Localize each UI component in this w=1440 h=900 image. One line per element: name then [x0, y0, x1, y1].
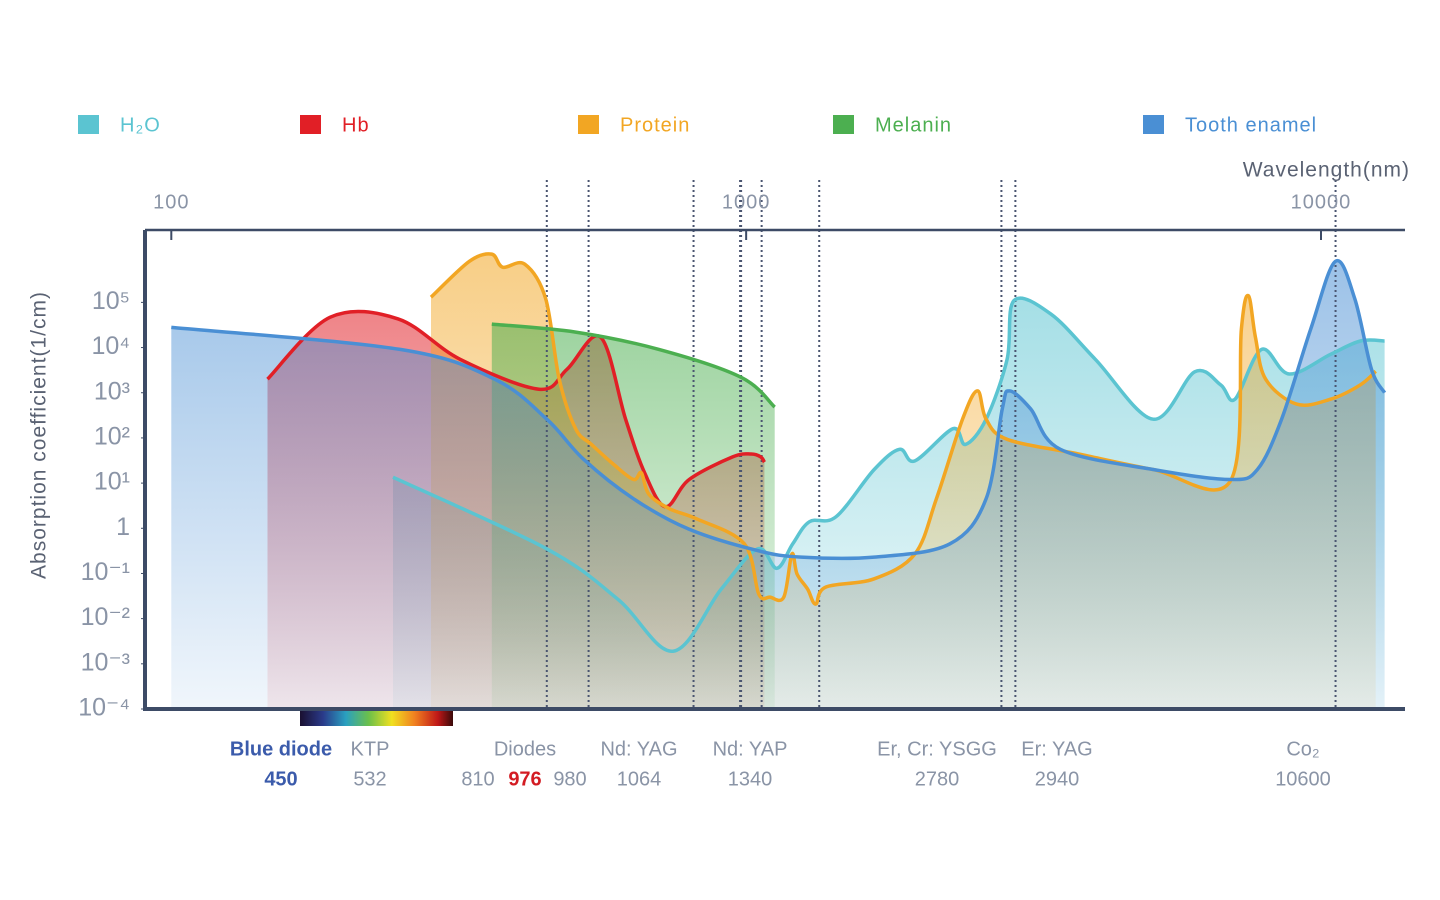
y-tick-label: 10⁴	[91, 332, 130, 360]
laser-name: Er, Cr: YSGG	[877, 738, 997, 760]
x-tick-label: 1000	[722, 191, 771, 213]
legend-swatch	[78, 115, 99, 134]
laser-name: KTP	[351, 738, 390, 760]
laser-wavelength: 980	[553, 768, 586, 790]
line	[491, 322, 776, 409]
laser-name: Nd: YAG	[600, 738, 677, 760]
y-tick-label: 10⁻³	[81, 648, 130, 676]
area	[171, 260, 1385, 709]
laser-name: Nd: YAP	[713, 738, 788, 760]
legend-label: Tooth enamel	[1185, 114, 1317, 136]
laser-name: Co₂	[1286, 738, 1319, 760]
laser-wavelength: 450	[264, 768, 297, 790]
legend-label: Protein	[620, 114, 690, 136]
areas	[171, 253, 1385, 709]
legend-label: Hb	[342, 114, 370, 136]
y-tick-label: 10⁵	[92, 287, 130, 315]
laser-name: Diodes	[494, 738, 556, 760]
labels: 100 1000 10000 10⁻⁴ 10⁻³ 10⁻² 10⁻¹ 1 10¹ 10² 10³ 10…	[78, 114, 1352, 790]
laser-wavelength: 2780	[915, 768, 960, 790]
line	[171, 258, 1387, 561]
laser-markers	[545, 180, 1337, 709]
line	[429, 252, 1377, 606]
laser-name: Blue diode	[230, 738, 332, 760]
y-tick-label: 10⁻⁴	[78, 694, 130, 722]
legend-label: H₂O	[120, 114, 161, 136]
laser-wavelength: 810	[461, 768, 494, 790]
laser-wavelength: 1064	[617, 768, 662, 790]
visible-spectrum	[300, 711, 453, 726]
laser-wavelength: 2940	[1035, 768, 1080, 790]
y-tick-label: 10³	[94, 377, 130, 405]
y-tick-label: 10²	[94, 423, 130, 451]
legend-swatch	[300, 115, 321, 134]
lines	[171, 252, 1387, 653]
laser-wavelength: 532	[353, 768, 386, 790]
y-tick-label: 10⁻²	[81, 603, 130, 631]
laser-wavelength: 976	[508, 768, 541, 790]
line	[266, 309, 766, 509]
y-tick-label: 10⁻¹	[81, 558, 130, 586]
x-tick-label: 10000	[1291, 191, 1352, 213]
y-tick-label: 10¹	[94, 468, 130, 496]
legend-swatch	[1143, 115, 1164, 134]
y-axis-title: Absorption coefficient(1/cm)	[28, 291, 51, 579]
legend-swatch	[578, 115, 599, 134]
laser-wavelength: 1340	[728, 768, 773, 790]
legend-swatch	[833, 115, 854, 134]
x-axis-title: Wavelength(nm)	[1243, 159, 1410, 182]
line	[392, 296, 1385, 653]
legend-label: Melanin	[875, 114, 952, 136]
laser-name: Er: YAG	[1021, 738, 1093, 760]
laser-wavelength: 10600	[1275, 768, 1331, 790]
x-tick-label: 100	[153, 191, 189, 213]
y-tick-label: 1	[116, 513, 130, 541]
